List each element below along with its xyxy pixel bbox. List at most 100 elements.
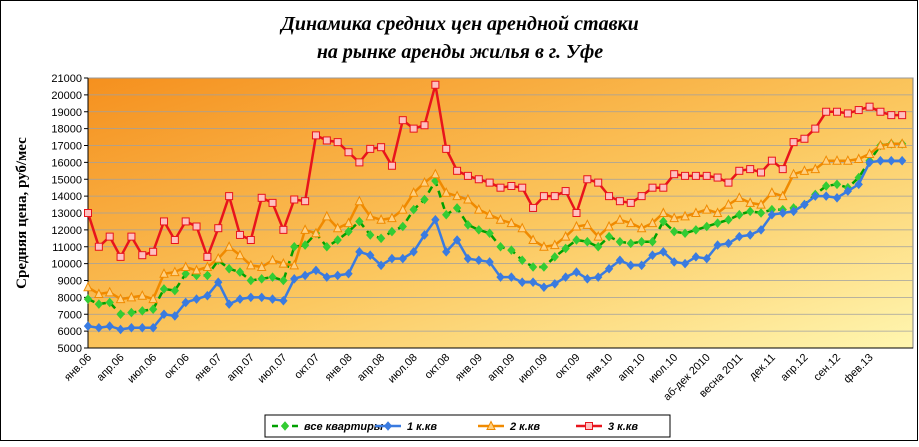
y-tick-label: 15000 [51, 174, 82, 186]
marker [246, 275, 255, 286]
marker [289, 259, 300, 270]
marker [865, 102, 874, 111]
marker [680, 210, 690, 221]
legend-label: все квартиры [304, 421, 384, 433]
y-tick-label: 11000 [52, 242, 82, 254]
marker [550, 279, 559, 289]
marker [876, 107, 885, 116]
marker [539, 282, 549, 293]
marker [138, 306, 147, 316]
marker [127, 307, 136, 318]
marker [268, 294, 277, 304]
chart-title: Динамика средних цен арендной ставки [279, 13, 639, 35]
marker [507, 182, 516, 190]
marker [561, 272, 570, 282]
marker [486, 420, 496, 430]
marker [484, 209, 495, 219]
marker [256, 261, 267, 271]
marker [214, 224, 223, 233]
marker [626, 238, 635, 249]
marker [159, 284, 169, 294]
y-tick-label: 20000 [51, 90, 82, 102]
marker [788, 168, 799, 179]
marker [821, 191, 831, 201]
marker [94, 242, 103, 251]
marker [897, 138, 907, 148]
y-tick-label: 7000 [58, 309, 82, 321]
marker [560, 231, 571, 241]
marker [148, 322, 158, 333]
marker [647, 217, 658, 228]
marker [701, 204, 712, 214]
marker [181, 297, 190, 308]
marker [810, 163, 821, 174]
marker [192, 294, 201, 304]
series-line [86, 84, 903, 261]
marker [528, 277, 538, 287]
y-tick-label: 17000 [51, 141, 82, 153]
marker [387, 253, 397, 264]
marker [126, 291, 137, 302]
marker [398, 221, 407, 232]
marker [333, 138, 342, 147]
marker [203, 290, 212, 301]
marker [300, 224, 310, 234]
marker [832, 179, 842, 190]
marker [637, 192, 646, 201]
marker [637, 236, 646, 247]
marker [702, 253, 711, 264]
marker [474, 175, 483, 184]
marker [224, 241, 234, 251]
marker [518, 255, 527, 266]
marker [898, 111, 907, 120]
marker [463, 171, 472, 180]
marker [767, 156, 776, 165]
marker [713, 218, 722, 228]
marker [799, 165, 810, 175]
marker [83, 281, 93, 292]
marker [615, 197, 624, 206]
marker [442, 144, 451, 153]
marker [518, 183, 527, 192]
marker [202, 261, 213, 271]
marker [105, 232, 114, 241]
marker [343, 217, 354, 228]
marker [333, 235, 342, 245]
marker [83, 321, 93, 331]
marker [702, 221, 711, 232]
marker [887, 155, 896, 166]
marker [344, 226, 353, 237]
marker [583, 274, 592, 284]
y-tick-label: 16000 [51, 157, 82, 169]
marker [409, 247, 418, 257]
marker [181, 268, 190, 279]
marker [127, 232, 136, 241]
marker [496, 241, 505, 252]
marker [300, 270, 310, 281]
marker [355, 158, 364, 167]
marker [332, 222, 343, 233]
marker [843, 155, 853, 165]
marker [116, 252, 125, 261]
marker [376, 233, 386, 244]
marker [539, 262, 549, 272]
marker [594, 178, 603, 187]
marker [420, 194, 429, 205]
marker [507, 245, 516, 255]
marker [746, 230, 755, 240]
marker [290, 241, 299, 252]
marker [724, 214, 733, 225]
marker [735, 209, 744, 220]
marker [225, 192, 234, 201]
marker [832, 193, 842, 203]
marker [506, 217, 517, 228]
marker [441, 187, 452, 197]
marker [235, 230, 244, 239]
marker [170, 285, 180, 296]
marker [539, 241, 549, 251]
marker [648, 250, 657, 260]
marker [854, 179, 863, 190]
marker [83, 294, 93, 304]
marker [594, 241, 603, 252]
marker [290, 195, 299, 204]
